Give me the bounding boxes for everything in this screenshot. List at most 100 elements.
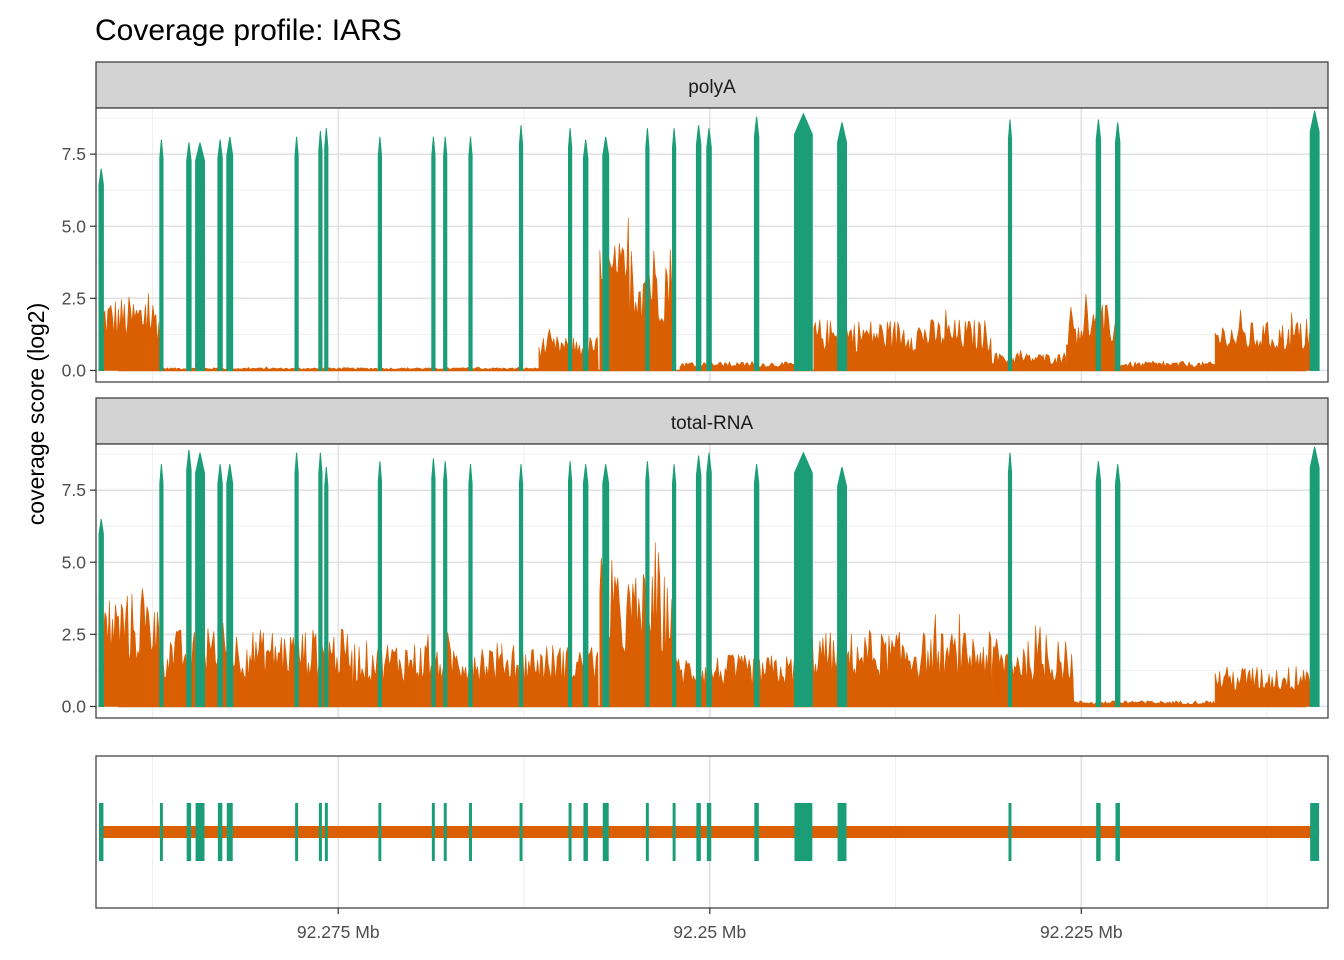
exon-block [837,803,847,861]
facet-panel-total-rna: total-RNA 0.0 2.5 5.0 7.5 [62,397,1329,719]
x-tick-label: 92.275 Mb [297,922,380,942]
exon-coverage-peak [672,128,677,371]
exon-block [519,803,523,861]
exon-coverage-peak [318,131,323,371]
exon-coverage-peak [468,136,473,371]
intron-coverage-area [599,217,673,371]
chart-title: Coverage profile: IARS [95,14,402,47]
exon-block [378,803,382,861]
exon-coverage-peak [226,136,234,371]
gene-track-border [95,755,1329,909]
exon-coverage-peak [195,142,205,371]
x-tick-label: 92.225 Mb [1040,922,1123,942]
intron-coverage-area [1066,293,1119,371]
exon-block [159,803,163,861]
exon-block [645,803,649,861]
exon-coverage-peak [695,125,702,371]
exon-coverage-peak [186,142,192,371]
exon-coverage-peak [377,461,382,707]
exon-block [295,803,299,861]
facet-strip-label: total-RNA [671,413,754,434]
exon-coverage-peak [324,128,329,371]
exon-coverage-peak [602,136,610,371]
exon-coverage-peak [568,461,573,707]
exon-block [318,803,322,861]
x-axis: 92.275 Mb 92.25 Mb 92.225 Mb [297,908,1123,942]
intron-coverage-area [1214,309,1313,371]
exon-coverage-peak [377,136,382,371]
intron-coverage-area [672,654,800,707]
y-axis-label: coverage score (log2) [23,303,49,525]
facet-panels: polyA 0.0 2.5 5.0 7.5 total-RNA 0.0 2.5 5.0 7.5 [62,61,1329,719]
exon-coverage-peak [518,464,524,707]
exon-coverage-peak [1007,452,1013,707]
y-axis-1: 0.0 2.5 5.0 7.5 [62,480,96,716]
exon-coverage-peak [217,464,223,707]
facet-strip [95,397,1329,445]
y-axis-0: 0.0 2.5 5.0 7.5 [62,144,96,380]
exon-coverage [98,446,1320,707]
exon-coverage-peak [837,466,847,707]
exon-coverage-peak [706,452,712,707]
exon-block [1115,803,1120,861]
exon-coverage-peak [443,461,448,707]
exon-coverage-peak [226,464,234,707]
exon-coverage-peak [443,136,448,371]
exon-coverage-peak [1095,119,1102,371]
exon-block [706,803,712,861]
intron-coverage-area [101,292,161,371]
exon-block [226,803,233,861]
exon-coverage-peak [695,455,702,707]
exon-coverage [98,110,1320,371]
exon-coverage-peak [294,452,299,707]
exon-coverage-peak [1007,119,1013,371]
exon-coverage-peak [159,464,164,707]
facet-panel-polya: polyA 0.0 2.5 5.0 7.5 [62,61,1329,383]
exon-coverage-peak [837,122,847,371]
exon-block [696,803,701,861]
exon-block [568,803,572,861]
exon-block [1096,803,1101,861]
exon-coverage-peak [186,449,192,707]
exon-block [1008,803,1012,861]
x-tick-label: 92.25 Mb [673,922,746,942]
exon-block [469,803,472,861]
exon-coverage-peak [98,168,104,371]
exon-block [1310,803,1320,861]
exon-block [186,803,192,861]
exon-block [443,803,447,861]
panel-background [96,108,1328,382]
exon-block [195,803,205,861]
facet-strip [95,61,1329,109]
exon-coverage-peak [294,136,299,371]
exon-coverage-peak [1115,122,1121,371]
panel-border [95,443,1329,719]
exon-block [324,803,328,861]
intron-coverage-area [599,542,673,707]
exon-coverage-peak [645,461,650,707]
intron-coverage [101,542,1313,708]
y-tick-label: 2.5 [62,288,86,308]
intron-coverage [101,217,1313,372]
exon-coverage-peak [753,116,760,371]
exon-coverage-peak [431,136,436,371]
exon-coverage-peak [753,464,760,707]
exon-block [794,803,813,861]
gene-model-track [95,755,1329,909]
exon-coverage-peak [518,125,524,371]
y-tick-label: 0.0 [62,696,87,716]
exon-coverage-peak [195,452,205,707]
exon-coverage-peak [98,518,104,707]
y-tick-label: 7.5 [62,144,86,164]
intron-coverage-area [352,632,503,707]
panel-border [95,107,1329,383]
intron-coverage-area [798,613,993,707]
y-tick-label: 7.5 [62,480,86,500]
exon-coverage-peak [645,128,650,371]
intron-coverage-area [101,588,161,707]
exon-coverage-peak [706,128,712,371]
exon-coverage-peak [318,452,323,707]
exon-coverage-peak [1095,461,1102,707]
exon-coverage-peak [468,464,473,707]
